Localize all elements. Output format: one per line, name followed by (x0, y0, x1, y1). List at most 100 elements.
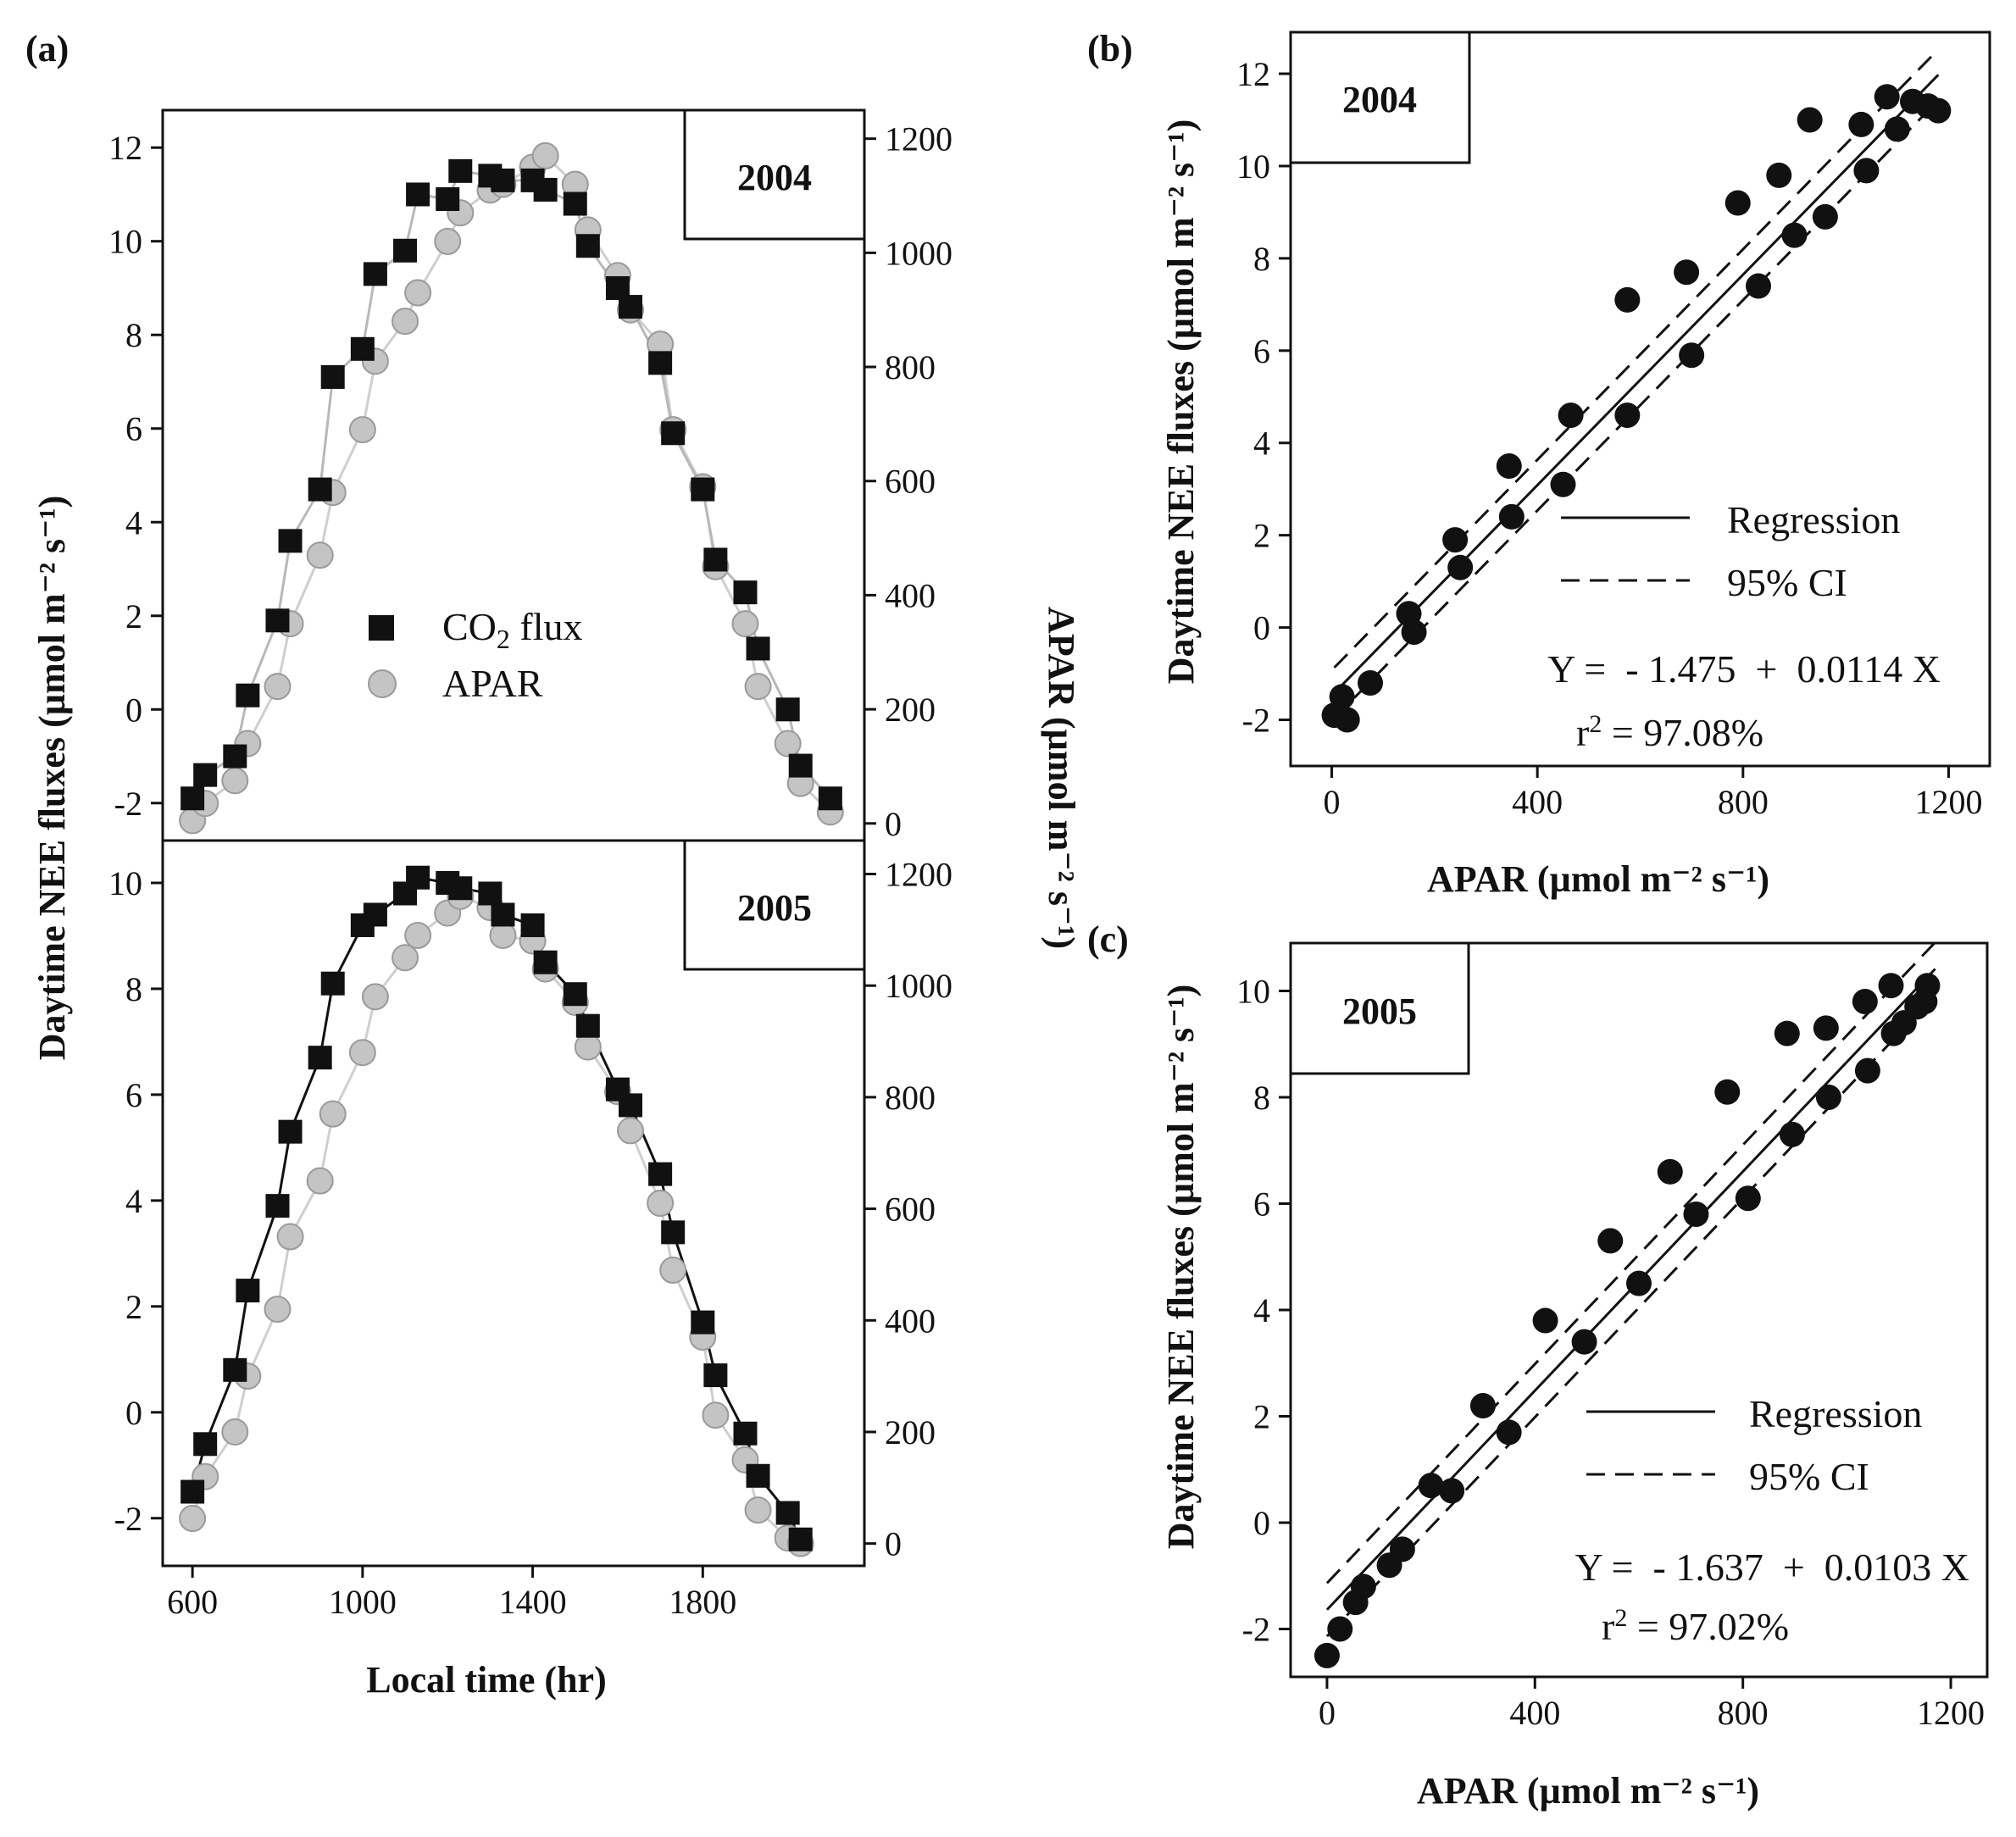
data-point (1327, 1616, 1353, 1642)
co2-flux-point (180, 786, 205, 811)
co2-flux-point (533, 177, 558, 202)
panel-a-y2-axis-label: APAR (µmol m⁻² s⁻¹) (1041, 607, 1082, 949)
co2-flux-point (818, 786, 842, 811)
y2-tick-label: 800 (885, 348, 936, 386)
data-point (1766, 162, 1792, 188)
panel-b-frame (1289, 31, 1991, 768)
panel-a-2005-year-box: 2005 (683, 839, 866, 971)
co2-flux-point (236, 1279, 260, 1303)
y2-tick-label: 600 (885, 463, 936, 501)
data-point (1571, 1329, 1597, 1355)
data-point (1746, 273, 1772, 299)
co2-flux-point (733, 1421, 758, 1446)
data-point (1418, 1473, 1444, 1499)
co2-flux-point (448, 876, 473, 901)
data-point (1532, 1307, 1558, 1334)
panel-c-legend: Regression 95% CI (1586, 1392, 1922, 1498)
co2-flux-point (320, 971, 345, 996)
y2-tick-label: 200 (885, 1413, 936, 1451)
data-point (1657, 1158, 1683, 1185)
co2-flux-point (320, 364, 345, 389)
panel-a-2005-year-label: 2005 (737, 887, 812, 929)
data-point (1779, 1121, 1805, 1147)
panel-c-r2: r2 = 97.02% (1602, 1604, 1789, 1648)
co2-flux-point (703, 547, 728, 572)
co2-flux-point (363, 902, 387, 927)
y2-tick-label: 1000 (885, 234, 952, 272)
co2-flux-point (575, 1013, 600, 1038)
co2-flux-point (788, 1527, 813, 1551)
data-point (1358, 669, 1384, 696)
apar-point (392, 308, 419, 336)
panel-a-2005-frame (161, 839, 866, 1568)
data-point (1714, 1079, 1741, 1105)
data-point (1469, 1392, 1496, 1418)
panel-b-plot: -2 0 2 4 6 8 10 12 0 400 800 1200 2004 Regression 9… (1236, 31, 1991, 821)
data-point (1852, 989, 1878, 1015)
data-point (1683, 1202, 1709, 1228)
y-tick-label: 6 (125, 1076, 142, 1114)
panel-a-2005-marks (179, 865, 814, 1557)
y2-tick-label: 800 (885, 1079, 936, 1117)
panel-a-label: (a) (25, 28, 69, 69)
panel-b-label: (b) (1087, 28, 1133, 69)
co2-flux-point (733, 580, 758, 605)
data-point (1884, 116, 1910, 142)
y-tick-label: 6 (1253, 332, 1270, 370)
apar-point (361, 983, 389, 1011)
co2-flux-point (193, 1432, 218, 1457)
y-tick-label: 6 (125, 410, 142, 448)
co2-flux-point (491, 168, 515, 192)
y-tick-label: 12 (108, 129, 142, 167)
panel-b-y-axis-label: Daytime NEE fluxes (µmol m⁻² s⁻¹) (1160, 119, 1202, 684)
panel-c-x-axis-label: APAR (µmol m⁻² s⁻¹) (1417, 1770, 1759, 1812)
panel-a-2004-year-box: 2004 (683, 108, 866, 241)
co2-flux-point (223, 1357, 247, 1382)
y-tick-label: 8 (125, 970, 142, 1008)
x-tick-label: 800 (1718, 783, 1769, 821)
data-point (1774, 1020, 1800, 1046)
legend-apar-label: APAR (442, 662, 543, 705)
data-point (1439, 1478, 1465, 1504)
data-point (1674, 259, 1700, 286)
apar-point (744, 1496, 772, 1524)
co2-flux-point (533, 950, 558, 974)
co2-flux-point (575, 234, 600, 258)
y-tick-label: 6 (1253, 1185, 1270, 1223)
co2-flux-point (691, 1310, 715, 1335)
panel-b-equation: Y = - 1.475 + 0.0114 X (1547, 647, 1941, 691)
y-tick-label: 4 (1253, 425, 1270, 463)
y-tick-label: 8 (125, 316, 142, 354)
ci-lower-line (1325, 994, 1936, 1638)
legend-apar-marker (368, 669, 397, 698)
co2-flux-point (180, 1479, 205, 1504)
data-point (1914, 973, 1941, 999)
x-tick-label: 1200 (1914, 783, 1982, 821)
data-point (1853, 158, 1880, 184)
apar-point (306, 1167, 334, 1195)
apar-point (659, 1257, 687, 1285)
legend-regression-label: Regression (1727, 498, 1900, 541)
co2-flux-point (746, 636, 770, 661)
apar-point (392, 944, 419, 972)
data-point (1848, 111, 1874, 137)
data-point (1498, 503, 1524, 530)
panel-a-x-axis-label: Local time (hr) (366, 1659, 606, 1701)
data-point (1389, 1536, 1415, 1562)
co2-flux-point (363, 262, 387, 286)
y2-tick-label: 400 (885, 1301, 936, 1340)
regression-line (1333, 74, 1940, 694)
y-tick-label: 10 (1236, 147, 1270, 186)
panel-b-r2: r2 = 97.08% (1576, 710, 1763, 754)
x-tick-label: 1000 (329, 1583, 397, 1621)
apar-point (617, 1117, 644, 1145)
data-point (1614, 286, 1641, 313)
data-point (1626, 1270, 1652, 1296)
data-point (1815, 1084, 1841, 1110)
apar-series-line (191, 895, 802, 1546)
data-point (1334, 707, 1360, 733)
panel-c-year-box: 2005 (1289, 941, 1470, 1075)
panel-a-2004-marks (179, 142, 844, 835)
apar-series-line (191, 153, 831, 822)
y2-tick-label: 200 (885, 691, 936, 729)
